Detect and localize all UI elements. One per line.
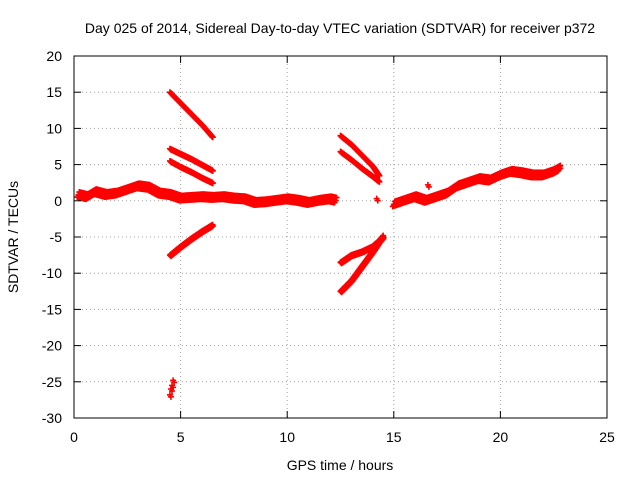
y-axis-label: SDTVAR / TECUs xyxy=(5,181,21,293)
y-tick-label: 0 xyxy=(54,193,62,209)
x-tick-label: 20 xyxy=(493,429,509,445)
x-tick-label: 15 xyxy=(386,429,402,445)
x-tick-label: 10 xyxy=(279,429,295,445)
y-tick-label: -5 xyxy=(50,229,63,245)
x-tick-label: 5 xyxy=(177,429,185,445)
y-tick-label: 20 xyxy=(46,48,62,64)
y-tick-label: -20 xyxy=(42,338,62,354)
grid-lines xyxy=(74,56,607,418)
axis-ticks: 0 5 10 15 20 25 -30 -25 -20 -15 -10 -5 0 5 10 15 20 xyxy=(42,48,615,445)
y-tick-label: 15 xyxy=(46,84,62,100)
data-marks xyxy=(74,89,564,400)
y-tick-label: 10 xyxy=(46,120,62,136)
x-tick-label: 25 xyxy=(599,429,615,445)
y-tick-label: -30 xyxy=(42,410,62,426)
data-point xyxy=(333,194,340,201)
plot-frame xyxy=(73,55,608,419)
data-point xyxy=(557,165,564,172)
y-tick-label: 5 xyxy=(54,157,62,173)
y-tick-label: -25 xyxy=(42,374,62,390)
x-tick-label: 0 xyxy=(70,429,78,445)
y-tick-label: -10 xyxy=(42,265,62,281)
chart-title: Day 025 of 2014, Sidereal Day-to-day VTE… xyxy=(85,20,595,36)
x-axis-label: GPS time / hours xyxy=(287,457,394,473)
data-point xyxy=(331,199,338,206)
y-tick-label: -15 xyxy=(42,301,62,317)
